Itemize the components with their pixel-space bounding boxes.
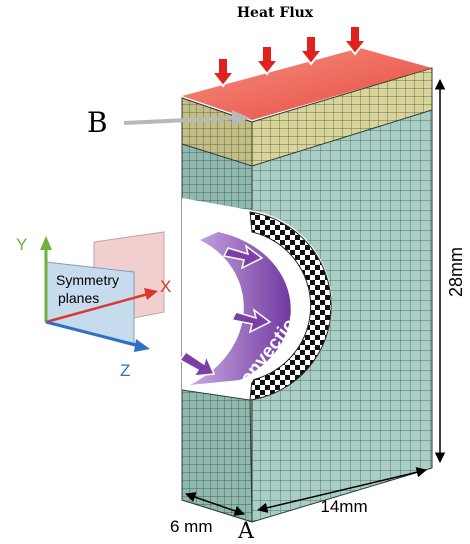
heat-flux-arrow-1 bbox=[209, 57, 237, 88]
point-a-label: A bbox=[237, 519, 255, 544]
heat-flux-label: Heat Flux bbox=[237, 5, 314, 21]
convection-arrow-3 bbox=[178, 350, 216, 377]
symmetry-plane-schematic bbox=[40, 231, 165, 352]
convection-arrow-1 bbox=[222, 244, 264, 270]
heat-flux-arrow-3 bbox=[297, 35, 325, 66]
depth-label: 6 mm bbox=[170, 517, 213, 536]
symmetry-planes-label-line1: Symmetry bbox=[56, 272, 119, 288]
axis-z-label: Z bbox=[120, 361, 130, 380]
symmetry-planes-label-line2: planes bbox=[58, 290, 99, 306]
heat-flux-arrow-4 bbox=[341, 25, 369, 56]
dimension-depth bbox=[185, 492, 245, 516]
axis-y-label: Y bbox=[16, 235, 27, 254]
convection-arrows bbox=[178, 244, 272, 377]
axis-y-arrow-icon bbox=[40, 236, 52, 250]
width-label: 14mm bbox=[320, 497, 367, 516]
axis-x-label: X bbox=[160, 277, 171, 296]
point-b-label: B bbox=[87, 106, 108, 139]
dimension-width bbox=[256, 467, 428, 513]
axis-x-line bbox=[45, 292, 149, 324]
convection-arrow-2 bbox=[230, 308, 272, 334]
axis-z-arrow-icon bbox=[134, 339, 150, 352]
axis-x-arrow-icon bbox=[144, 288, 158, 300]
heat-flux-arrows bbox=[209, 25, 369, 88]
axis-z-line bbox=[45, 320, 141, 348]
heat-flux-arrow-2 bbox=[253, 45, 281, 76]
heat-flux-plane bbox=[182, 48, 432, 120]
inner-checker-ring bbox=[249, 211, 332, 401]
lower-block-side bbox=[181, 389, 253, 523]
height-label: 28mm bbox=[446, 247, 466, 297]
convection-band bbox=[190, 232, 291, 385]
top-layer-side bbox=[181, 97, 253, 167]
pointer-b bbox=[123, 110, 250, 126]
